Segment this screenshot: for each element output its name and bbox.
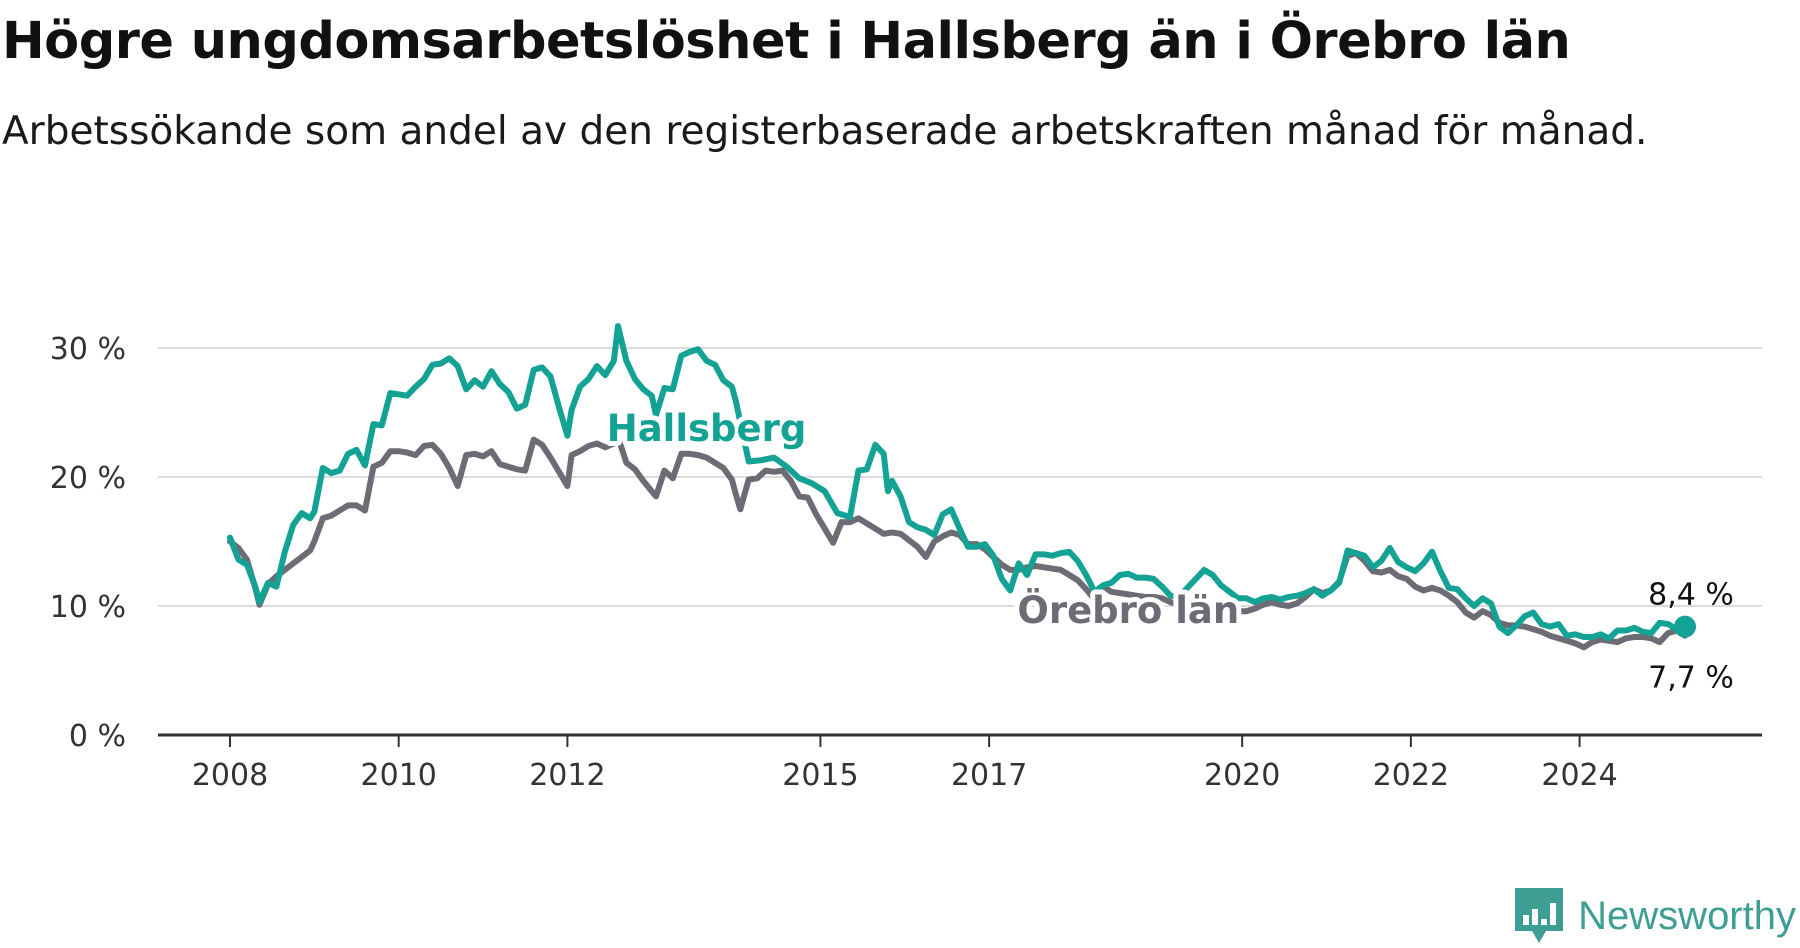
y-axis: 0 % 10 % 20 % 30 % <box>50 332 126 754</box>
y-tick-label: 0 % <box>69 719 126 754</box>
y-tick-label: 20 % <box>50 461 126 496</box>
hallsberg-end-point <box>1674 615 1696 638</box>
orebro-series-label-halo: Örebro län <box>1017 588 1239 632</box>
x-tick-label: 2022 <box>1373 758 1449 793</box>
newsworthy-logo-icon <box>1515 888 1564 943</box>
orebro-series-label: Örebro län <box>1017 588 1239 632</box>
x-tick-label: 2008 <box>192 758 268 793</box>
x-tick-label: 2012 <box>529 758 605 793</box>
series-line-hallsberg <box>227 323 1688 642</box>
x-tick-label: 2024 <box>1541 758 1617 793</box>
hallsberg-end-label: 8,4 % <box>1648 578 1734 613</box>
brand-name: Newsworthy <box>1578 893 1796 938</box>
gridlines <box>158 347 1762 607</box>
x-tick-label: 2010 <box>361 758 437 793</box>
series-line-orebro-lan <box>227 434 1688 651</box>
chart-title: Högre ungdomsarbetslöshet i Hallsberg än… <box>2 12 1571 71</box>
x-axis: 2008 2010 2012 2015 2017 2020 2022 2024 <box>158 733 1762 793</box>
x-tick-label: 2017 <box>951 758 1027 793</box>
series-lines <box>227 323 1696 651</box>
hallsberg-series-label-halo: Hallsberg <box>607 407 807 450</box>
brand: Newsworthy <box>1512 884 1796 948</box>
y-tick-label: 10 % <box>50 590 126 625</box>
chart-subtitle: Arbetssökande som andel av den registerb… <box>2 109 1648 154</box>
y-tick-label: 30 % <box>50 332 126 367</box>
x-tick-label: 2020 <box>1204 758 1280 793</box>
orebro-end-label: 7,7 % <box>1648 661 1734 696</box>
hallsberg-series-label: Hallsberg <box>607 407 807 450</box>
x-tick-label: 2015 <box>782 758 858 793</box>
